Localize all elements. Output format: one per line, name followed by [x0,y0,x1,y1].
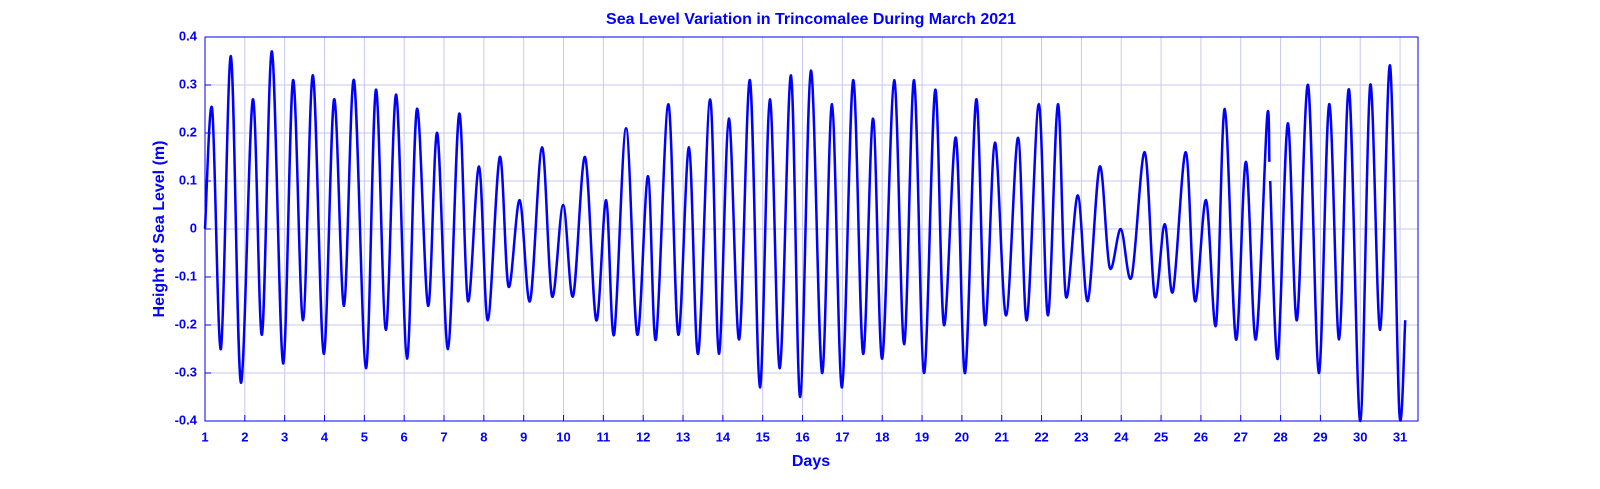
y-tick-label: 0.4 [179,28,198,43]
y-tick-label: -0.4 [175,412,198,427]
x-tick-label: 15 [755,429,769,444]
x-tick-label: 14 [716,429,731,444]
x-tick-label: 4 [321,429,329,444]
x-tick-label: 23 [1074,429,1088,444]
x-tick-label: 17 [835,429,849,444]
x-tick-label: 13 [676,429,690,444]
y-tick-label: 0.2 [179,124,197,139]
x-tick-label: 22 [1034,429,1048,444]
x-tick-label: 11 [596,429,610,444]
y-tick-label: -0.3 [175,364,197,379]
x-tick-label: 27 [1233,429,1247,444]
x-axis-label: Days [792,453,830,470]
y-tick-label: -0.1 [175,268,197,283]
x-tick-label: 25 [1154,429,1168,444]
x-tick-label: 2 [241,429,248,444]
x-tick-label: 31 [1393,429,1407,444]
x-tick-label: 19 [915,429,929,444]
x-tick-label: 18 [875,429,889,444]
x-tick-label: 5 [361,429,368,444]
x-tick-label: 3 [281,429,288,444]
x-tick-label: 24 [1114,429,1129,444]
x-tick-label: 12 [636,429,650,444]
x-tick-label: 28 [1273,429,1287,444]
x-tick-label: 7 [440,429,447,444]
x-tick-label: 21 [994,429,1008,444]
y-tick-label: -0.2 [175,316,197,331]
y-tick-label: 0.1 [179,172,197,187]
x-tick-label: 16 [795,429,809,444]
x-tick-label: 29 [1313,429,1327,444]
x-tick-label: 30 [1353,429,1367,444]
y-tick-label: 0.3 [179,76,197,91]
x-tick-label: 8 [480,429,487,444]
chart-title: Sea Level Variation in Trincomalee Durin… [606,11,1016,28]
data-line [203,50,1407,423]
y-tick-label: 0 [190,220,197,235]
x-tick-label: 26 [1194,429,1208,444]
x-tick-label: 6 [401,429,408,444]
x-tick-label: 9 [520,429,527,444]
x-tick-label: 20 [955,429,969,444]
x-tick-label: 10 [556,429,570,444]
y-axis-label: Height of Sea Level (m) [151,141,168,318]
x-tick-label: 1 [201,429,208,444]
